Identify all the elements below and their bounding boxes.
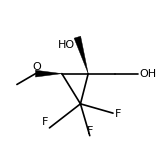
Polygon shape	[74, 36, 88, 74]
Polygon shape	[36, 70, 62, 77]
Text: OH: OH	[139, 69, 156, 79]
Text: F: F	[42, 117, 48, 127]
Text: F: F	[87, 126, 93, 136]
Text: HO: HO	[58, 40, 75, 50]
Text: O: O	[32, 62, 41, 72]
Text: F: F	[115, 109, 121, 119]
